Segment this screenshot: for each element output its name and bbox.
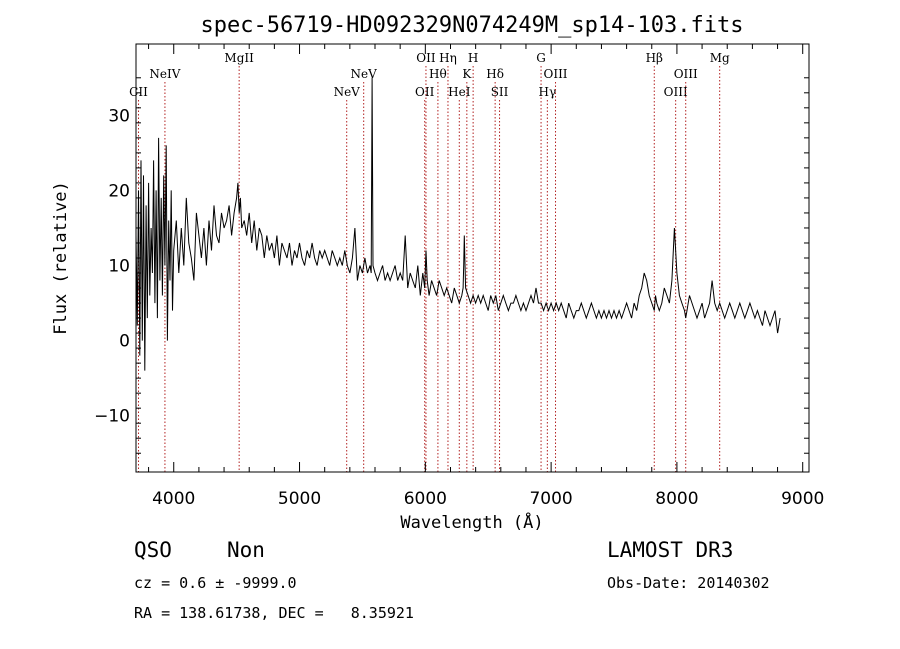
x-tick-label: 8000 xyxy=(655,489,698,509)
line-label-20: Mg xyxy=(710,51,730,65)
line-label-4: NeV xyxy=(351,67,378,81)
ra-dec: RA = 138.61738, DEC = 8.35921 xyxy=(134,604,414,622)
line-label-7: Hθ xyxy=(429,67,447,81)
x-tick-label: 7000 xyxy=(529,489,572,509)
line-label-10: K xyxy=(462,67,472,81)
x-tick-label: 5000 xyxy=(278,489,321,509)
x-axis-ticks: 4000 5000 6000 7000 8000 9000 xyxy=(148,44,824,509)
y-tick-label: 20 xyxy=(108,181,130,201)
line-label-19: OIII xyxy=(674,67,698,81)
line-label-1: NeIV xyxy=(149,67,180,81)
line-label-16: OIII xyxy=(543,67,567,81)
x-tick-label: 4000 xyxy=(152,489,195,509)
line-label-15: Hγ xyxy=(539,85,557,99)
line-label-8: Hη xyxy=(439,51,457,65)
plot-frame xyxy=(135,43,810,473)
line-label-9: HeI xyxy=(448,85,471,99)
y-tick-label: 0 xyxy=(119,332,130,352)
survey-name: LAMOST DR3 xyxy=(607,538,734,562)
x-tick-label: 6000 xyxy=(404,489,447,509)
line-label-18: OIII xyxy=(664,85,688,99)
line-label-6: OII xyxy=(416,51,436,65)
line-label-3: NeV xyxy=(334,85,361,99)
observation-date: Obs-Date: 20140302 xyxy=(607,574,770,592)
y-axis-label: Flux (relative) xyxy=(51,181,71,335)
line-label-14: G xyxy=(536,51,546,65)
y-tick-label: −10 xyxy=(94,407,130,427)
chart-title: spec-56719-HD092329N074249M_sp14-103.fit… xyxy=(200,13,743,38)
line-label-11: H xyxy=(468,51,478,65)
line-label-13: SII xyxy=(491,85,509,99)
line-label-0: CII xyxy=(129,85,148,99)
redshift-cz: cz = 0.6 ± -9999.0 xyxy=(134,574,297,592)
y-tick-label: 30 xyxy=(108,106,130,126)
spectrum-line xyxy=(135,77,781,371)
x-tick-label: 9000 xyxy=(781,489,824,509)
line-label-5: OII xyxy=(415,85,435,99)
line-label-2: MgII xyxy=(224,51,254,65)
x-axis-label: Wavelength (Å) xyxy=(400,511,543,533)
y-axis-ticks: −10 0 10 20 30 xyxy=(94,77,809,454)
line-label-12: Hδ xyxy=(486,67,504,81)
y-tick-label: 10 xyxy=(108,257,130,277)
object-subclass: Non xyxy=(227,538,265,562)
object-class: QSO xyxy=(134,538,172,562)
line-label-17: Hβ xyxy=(646,51,663,65)
